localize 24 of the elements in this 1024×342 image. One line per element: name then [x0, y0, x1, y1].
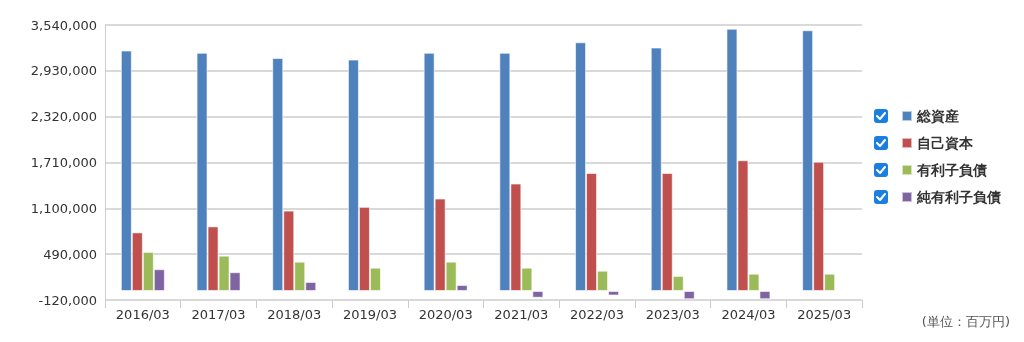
x-tick-label: 2025/03 — [797, 307, 852, 322]
x-tick-label: 2018/03 — [267, 307, 322, 322]
y-tick-label: 2,320,000 — [30, 109, 97, 125]
x-tick-label: 2019/03 — [342, 307, 397, 322]
x-tick-label: 2020/03 — [418, 307, 473, 322]
text: (単位：百万円) — [921, 314, 1011, 329]
bar — [683, 290, 695, 300]
y-tick-label: 2,930,000 — [30, 63, 97, 79]
x-tick-label: 2017/03 — [191, 307, 246, 322]
x-tick-label: 2023/03 — [645, 307, 700, 322]
y-tick-label: 1,710,000 — [30, 155, 97, 170]
x-tick-label: 2021/03 — [494, 307, 549, 322]
legend-label: 自己資本 — [917, 135, 974, 151]
x-tick-label: 2016/03 — [115, 307, 170, 322]
bar — [608, 290, 620, 296]
y-tick-label: 490,000 — [43, 246, 97, 262]
y-tick-label: 1,100,000 — [30, 200, 97, 216]
legend-label: 総資産 — [916, 108, 959, 124]
y-tick-label: -120,000 — [38, 292, 97, 308]
y-tick-label: 3,540,000 — [30, 17, 97, 33]
x-tick-label: 2022/03 — [570, 307, 625, 322]
legend-label: 純有利子負債 — [916, 189, 1001, 205]
x-tick-label: 2024/03 — [721, 307, 776, 322]
legend-label: 有利子負債 — [916, 162, 987, 178]
